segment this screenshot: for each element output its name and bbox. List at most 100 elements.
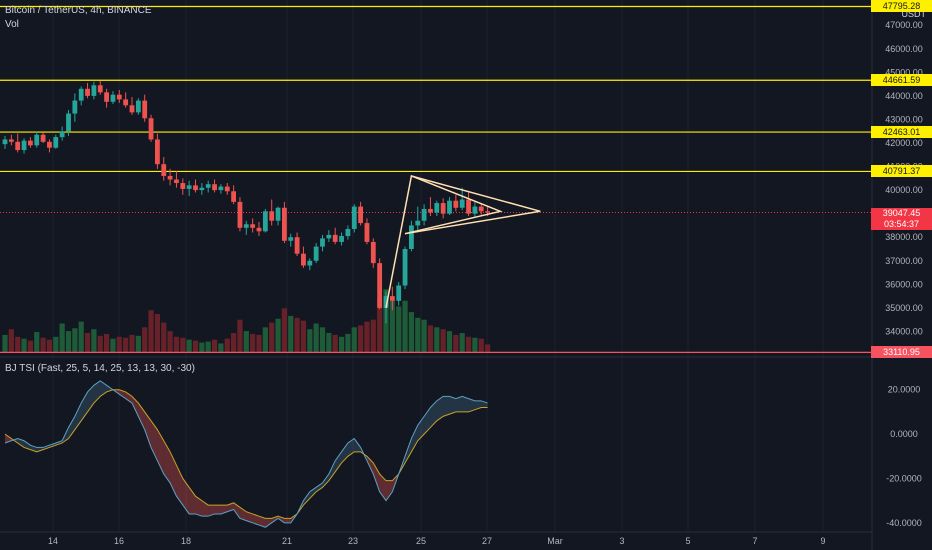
volume-bar <box>186 339 192 352</box>
volume-bar <box>199 342 205 352</box>
price-tick-label: 47000.00 <box>885 20 923 30</box>
volume-bar <box>104 333 110 352</box>
candle-body <box>478 206 484 212</box>
tsi-tick-label: 0.0000 <box>890 429 918 439</box>
candle-body <box>389 296 395 301</box>
candle-body <box>326 234 332 239</box>
tsi-fill-segment <box>436 396 444 421</box>
tsi-fill-segment <box>132 396 139 417</box>
candle-body <box>104 92 109 102</box>
volume-bar <box>269 322 275 352</box>
volume-bar <box>34 332 40 352</box>
volume-bar <box>434 327 440 352</box>
time-tick-label: 14 <box>48 536 58 546</box>
candle-body <box>66 113 71 132</box>
tsi-fill-segment <box>354 438 361 452</box>
price-tick-label: 38000.00 <box>885 232 923 242</box>
candle-body <box>256 227 262 232</box>
volume-bar <box>211 339 218 352</box>
tsi-fill-segment <box>214 505 221 514</box>
tsi-fill-segment <box>189 487 196 514</box>
volume-bar <box>281 308 287 352</box>
volume-bar <box>116 336 122 352</box>
candle-body <box>91 85 97 96</box>
tsi-fill-segment <box>49 442 56 448</box>
tsi-fill-segment <box>316 482 323 492</box>
indicator-label: BJ TSI (Fast, 25, 5, 14, 25, 13, 13, 30,… <box>5 363 195 374</box>
tsi-fill-segment <box>5 434 12 443</box>
candle-body <box>472 206 478 214</box>
tsi-fill-segment <box>144 411 152 448</box>
volume-bar <box>345 333 351 352</box>
candle-body <box>148 118 154 140</box>
volume-bar <box>478 338 484 352</box>
candle-body <box>370 241 376 264</box>
tsi-fill-segment <box>411 425 418 452</box>
candle-body <box>2 139 8 145</box>
candle-body <box>364 223 370 242</box>
candle-body <box>301 253 306 266</box>
tsi-fill-segment <box>405 438 412 463</box>
candle-body <box>78 88 84 101</box>
tsi-fill-segment <box>265 518 272 528</box>
time-tick-label: 21 <box>282 536 292 546</box>
price-tick-label: 35000.00 <box>885 303 923 313</box>
volume-bar <box>396 306 402 352</box>
tsi-slow-line <box>4 389 488 519</box>
candle-body <box>402 248 408 286</box>
price-tick-label: 45000.00 <box>885 67 923 77</box>
level-price-tag: 33110.95 <box>871 346 932 359</box>
tsi-fill-segment <box>347 438 355 457</box>
volume-bar <box>192 340 199 352</box>
volume-bar <box>446 331 453 352</box>
volume-bar <box>472 337 478 352</box>
tsi-fill-segment <box>468 398 475 412</box>
candle-body <box>453 200 459 208</box>
volume-bar <box>364 321 370 352</box>
tsi-fill-segment <box>138 403 145 430</box>
candle-body <box>351 206 357 229</box>
candle-body <box>135 100 141 113</box>
candle-body <box>307 260 313 266</box>
volume-bar <box>27 340 33 352</box>
candle-body <box>174 179 179 184</box>
candle-body <box>421 208 427 221</box>
volume-bar <box>205 341 211 352</box>
volume-bar <box>351 327 357 352</box>
candle-body <box>294 237 300 254</box>
tsi-fill-segment <box>55 440 63 446</box>
tsi-fill-segment <box>208 505 215 517</box>
candle-body <box>440 203 446 214</box>
time-tick-label: 18 <box>181 536 191 546</box>
level-price-tag: 42463.01 <box>871 126 932 139</box>
candle-body <box>129 105 135 113</box>
candle-body <box>320 238 325 247</box>
candle-body <box>85 88 90 96</box>
tsi-indicator <box>4 380 488 528</box>
candle-body <box>186 185 192 189</box>
axes: 47000.00 46000.00 45000.00 44000.00 43000.00… <box>48 20 923 546</box>
time-tick-label: 16 <box>114 536 124 546</box>
volume-bar <box>224 338 230 352</box>
candle-body <box>59 131 65 138</box>
candlesticks <box>2 80 490 324</box>
candle-body <box>167 175 173 180</box>
tsi-fill-segment <box>309 487 317 499</box>
volume-bar <box>459 333 465 352</box>
volume-bar <box>8 329 14 352</box>
volume-bar <box>326 333 332 352</box>
horizontal-levels[interactable] <box>0 5 872 353</box>
triangle-pattern-drawing[interactable] <box>385 174 541 309</box>
tsi-fill-segment <box>259 516 266 528</box>
volume-bar <box>167 331 173 352</box>
volume-bar <box>180 337 186 352</box>
volume-bar <box>110 338 116 352</box>
volume-bar <box>319 327 326 352</box>
tsi-fill-segment <box>182 478 190 514</box>
volume-bar <box>123 337 129 352</box>
price-tick-label: 44000.00 <box>885 91 923 101</box>
tsi-fill-segment <box>328 460 336 481</box>
candle-body <box>377 263 383 308</box>
volume-bar <box>91 329 97 352</box>
